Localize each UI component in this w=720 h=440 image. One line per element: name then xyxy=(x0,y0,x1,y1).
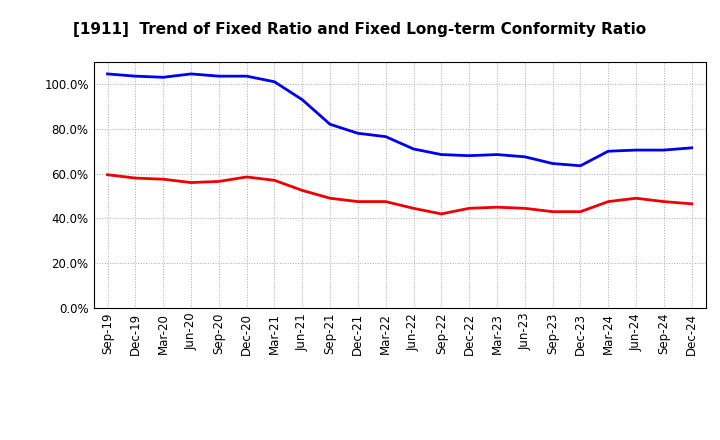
Fixed Ratio xyxy=(325,122,334,127)
Fixed Ratio xyxy=(688,145,696,150)
Fixed Ratio xyxy=(437,152,446,157)
Fixed Long-term Conformity Ratio xyxy=(576,209,585,214)
Fixed Ratio xyxy=(270,79,279,84)
Line: Fixed Long-term Conformity Ratio: Fixed Long-term Conformity Ratio xyxy=(107,175,692,214)
Fixed Long-term Conformity Ratio xyxy=(521,205,529,211)
Fixed Ratio xyxy=(465,153,474,158)
Fixed Long-term Conformity Ratio xyxy=(103,172,112,177)
Fixed Ratio xyxy=(576,163,585,169)
Fixed Ratio xyxy=(159,75,168,80)
Fixed Ratio xyxy=(354,131,362,136)
Fixed Ratio xyxy=(186,71,195,77)
Fixed Long-term Conformity Ratio xyxy=(409,205,418,211)
Fixed Long-term Conformity Ratio xyxy=(631,196,640,201)
Fixed Ratio xyxy=(103,71,112,77)
Fixed Ratio xyxy=(215,73,223,79)
Fixed Long-term Conformity Ratio xyxy=(604,199,613,204)
Fixed Long-term Conformity Ratio xyxy=(660,199,668,204)
Fixed Long-term Conformity Ratio xyxy=(492,205,501,210)
Fixed Ratio xyxy=(242,73,251,79)
Fixed Ratio xyxy=(631,147,640,153)
Fixed Ratio xyxy=(131,73,140,79)
Fixed Long-term Conformity Ratio xyxy=(242,174,251,180)
Fixed Long-term Conformity Ratio xyxy=(270,178,279,183)
Fixed Long-term Conformity Ratio xyxy=(688,201,696,206)
Fixed Ratio xyxy=(660,147,668,153)
Fixed Ratio xyxy=(549,161,557,166)
Fixed Ratio xyxy=(382,134,390,139)
Fixed Ratio xyxy=(298,97,307,103)
Fixed Ratio xyxy=(492,152,501,157)
Fixed Long-term Conformity Ratio xyxy=(437,211,446,216)
Line: Fixed Ratio: Fixed Ratio xyxy=(107,74,692,166)
Fixed Ratio xyxy=(409,147,418,152)
Fixed Ratio xyxy=(604,149,613,154)
Fixed Long-term Conformity Ratio xyxy=(215,179,223,184)
Fixed Long-term Conformity Ratio xyxy=(354,199,362,204)
Fixed Long-term Conformity Ratio xyxy=(298,188,307,193)
Fixed Long-term Conformity Ratio xyxy=(465,205,474,211)
Text: [1911]  Trend of Fixed Ratio and Fixed Long-term Conformity Ratio: [1911] Trend of Fixed Ratio and Fixed Lo… xyxy=(73,22,647,37)
Fixed Long-term Conformity Ratio xyxy=(131,176,140,181)
Fixed Long-term Conformity Ratio xyxy=(159,176,168,182)
Fixed Long-term Conformity Ratio xyxy=(186,180,195,185)
Fixed Long-term Conformity Ratio xyxy=(549,209,557,214)
Fixed Ratio xyxy=(521,154,529,159)
Fixed Long-term Conformity Ratio xyxy=(325,196,334,201)
Fixed Long-term Conformity Ratio xyxy=(382,199,390,204)
